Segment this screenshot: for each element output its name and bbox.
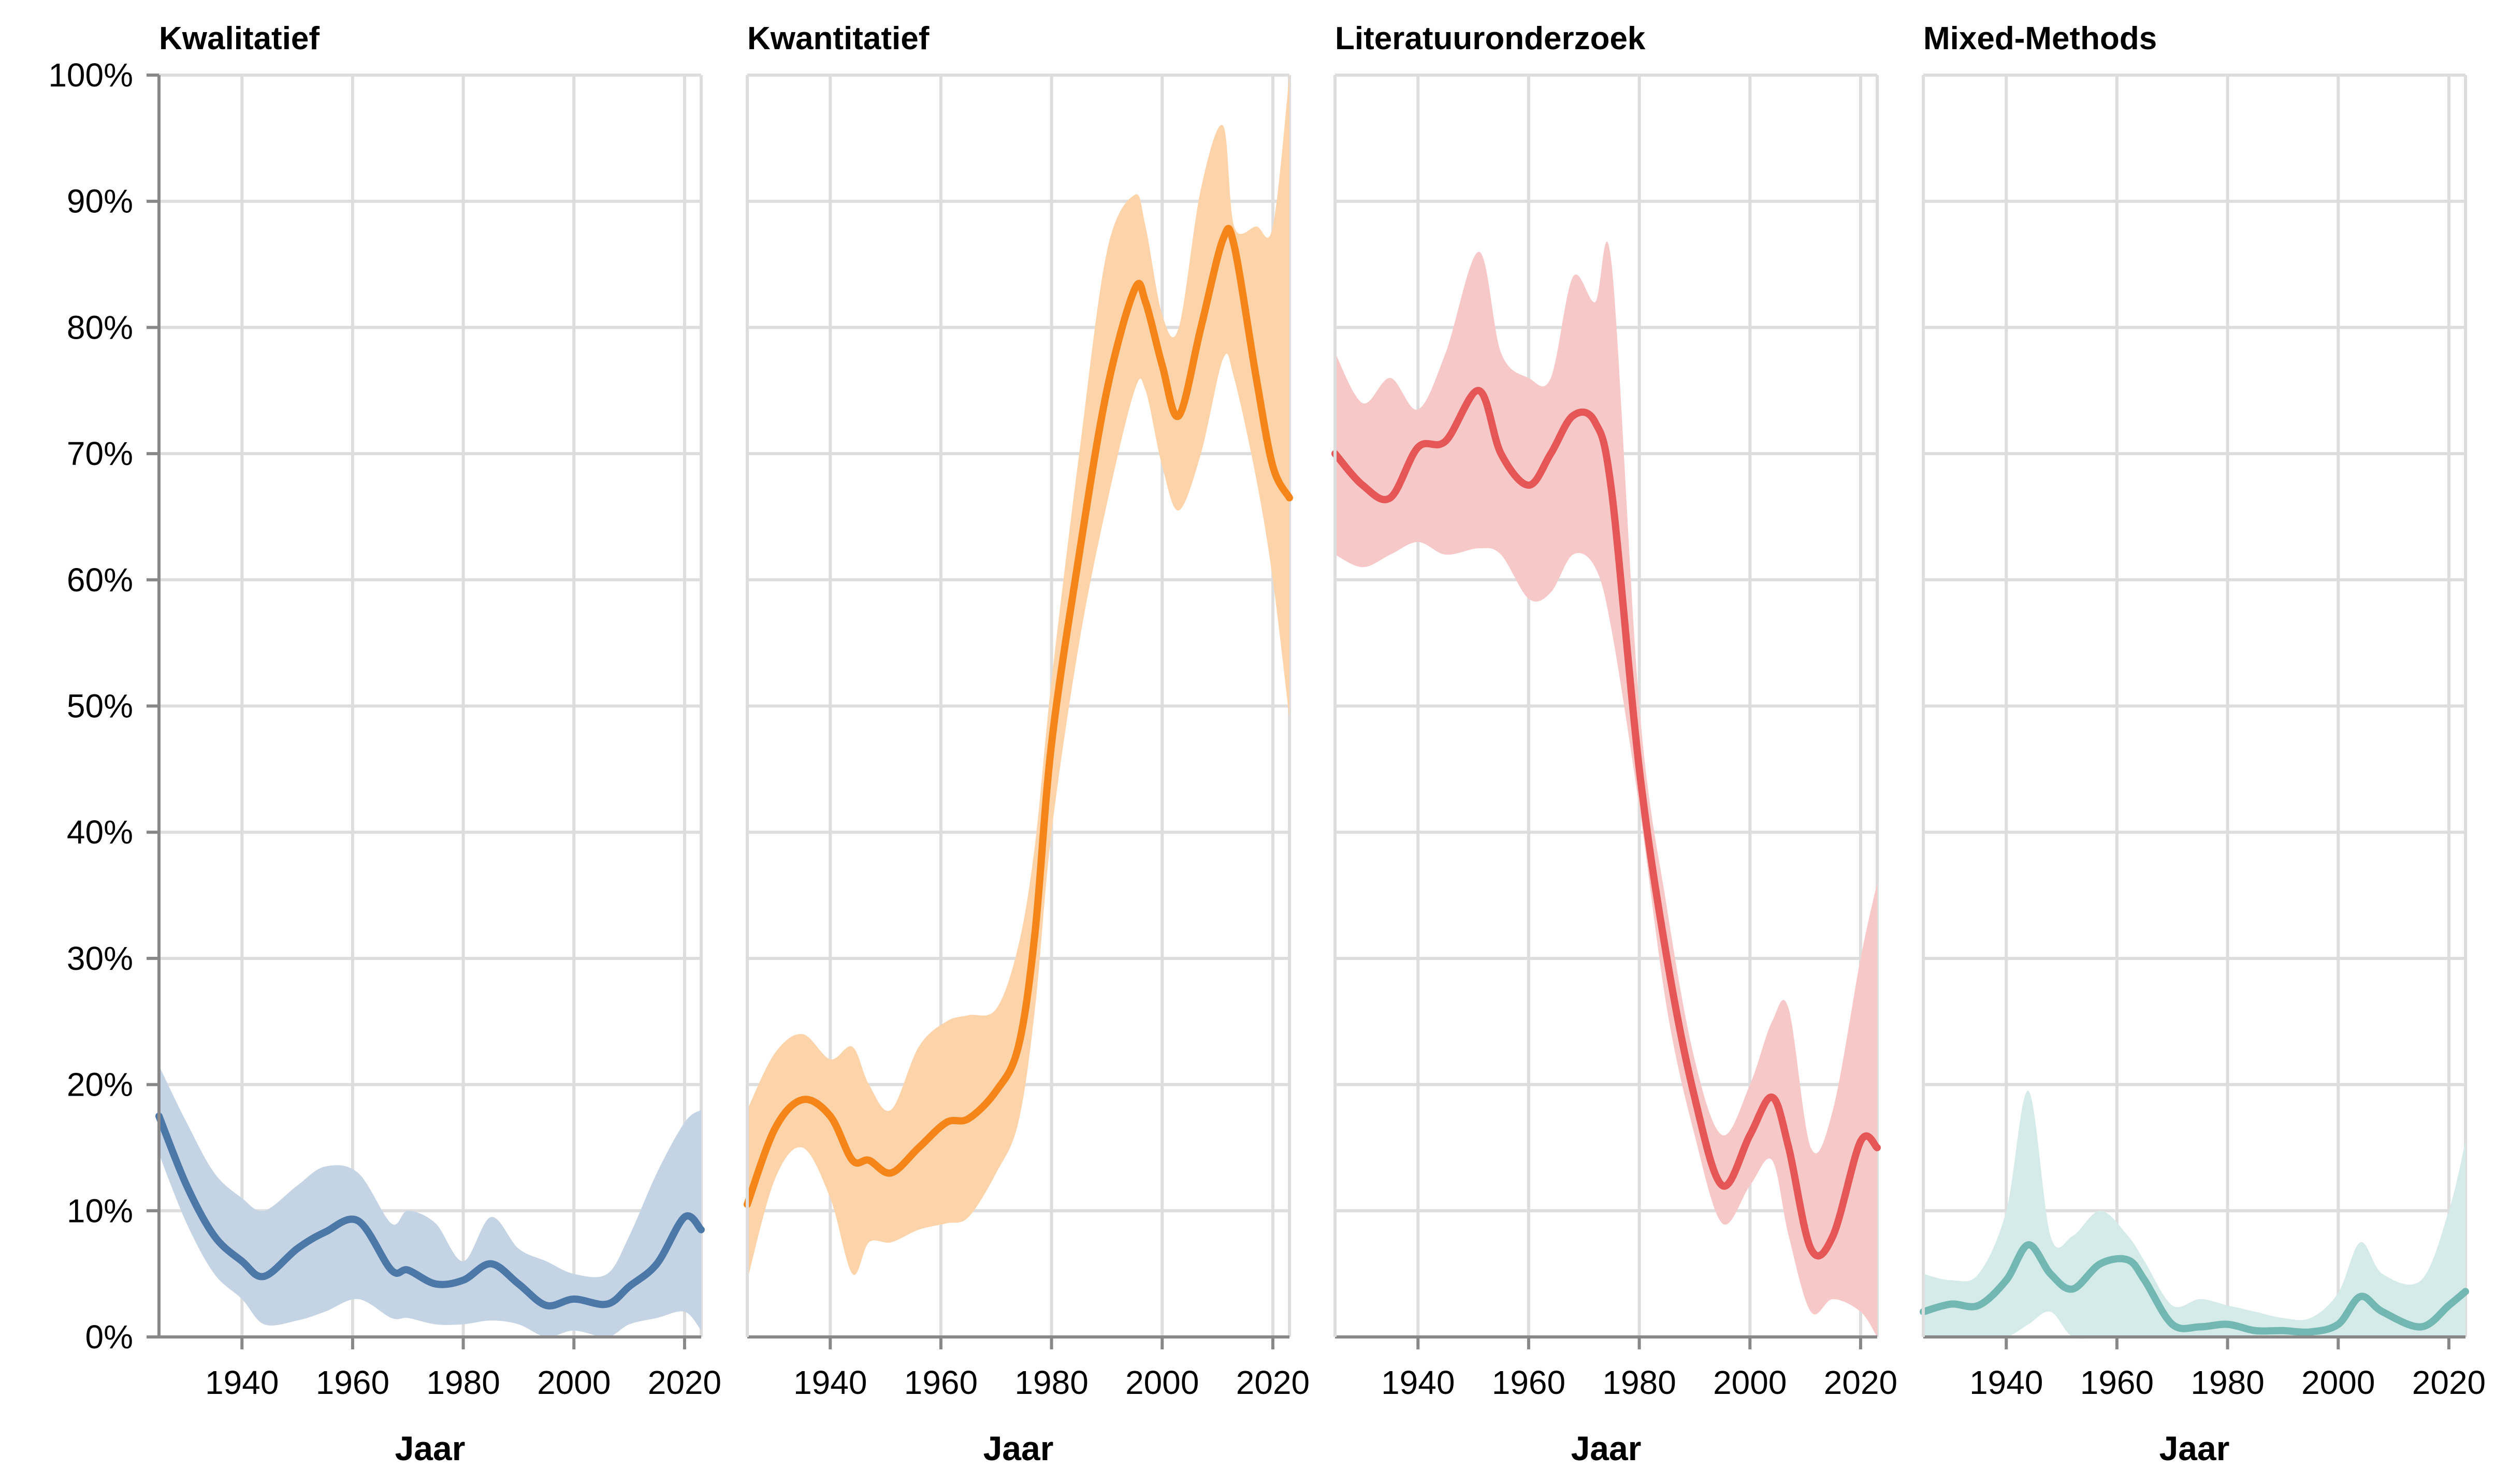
x-tick-label: 2020 (1824, 1364, 1897, 1401)
series-line (155, 1112, 705, 1310)
y-tick-label: 80% (67, 309, 133, 346)
panel-title: Kwalitatief (159, 21, 320, 56)
x-tick-label: 1940 (1381, 1364, 1455, 1401)
panel-literatuuronderzoek: 1940 1960 1980 2000 2020 Jaar Literatuuronderz… (1331, 21, 1897, 1467)
x-tick-label: 1980 (1014, 1364, 1088, 1401)
y-tick-label: 70% (67, 435, 133, 472)
confidence-band (1335, 241, 1877, 1337)
x-axis-title: Jaar (395, 1429, 466, 1467)
confidence-band (1923, 1090, 2465, 1339)
x-tick-label: 1960 (2080, 1364, 2154, 1401)
y-tick-label: 40% (67, 813, 133, 851)
confidence-band (159, 1066, 701, 1337)
y-tick-label: 60% (67, 561, 133, 599)
panel-kwalitatief: 1940 1960 1980 2000 2020 Jaar Kwalitatief 0% 10%… (48, 21, 721, 1467)
x-tick-label: 1960 (316, 1364, 389, 1401)
series-line (1920, 1241, 2469, 1336)
x-tick-label: 2020 (2412, 1364, 2486, 1401)
panel-title: Kwantitatief (747, 21, 930, 56)
panel-title: Literatuuronderzoek (1335, 21, 1646, 56)
x-tick-label: 1940 (1969, 1364, 2043, 1401)
y-tick-label: 100% (48, 56, 133, 94)
panel-mixed-methods: 1940 1960 1980 2000 2020 Jaar Mixed-Methods (1920, 21, 2486, 1467)
y-tick-label: 30% (67, 940, 133, 977)
x-axis-title: Jaar (983, 1429, 1054, 1467)
x-tick-label: 2000 (2301, 1364, 2375, 1401)
x-tick-label: 2000 (1125, 1364, 1199, 1401)
x-tick-label: 2020 (648, 1364, 721, 1401)
x-tick-label: 1940 (793, 1364, 867, 1401)
x-tick-label: 1960 (1492, 1364, 1565, 1401)
series-line (1331, 387, 1881, 1260)
y-tick-label: 50% (67, 688, 133, 725)
panel-title: Mixed-Methods (1923, 21, 2157, 56)
x-tick-label: 1960 (904, 1364, 978, 1401)
x-tick-label: 2000 (1713, 1364, 1787, 1401)
panel-kwantitatief: 1940 1960 1980 2000 2020 Jaar Kwantitatief (744, 21, 1310, 1467)
series-line (744, 225, 1293, 1209)
y-tick-label: 10% (67, 1192, 133, 1229)
confidence-band (747, 75, 1289, 1281)
x-tick-label: 1980 (426, 1364, 500, 1401)
x-tick-label: 1940 (205, 1364, 279, 1401)
y-tick-label: 90% (67, 183, 133, 220)
x-tick-label: 1980 (1602, 1364, 1676, 1401)
x-tick-label: 1980 (2190, 1364, 2264, 1401)
x-tick-label: 2000 (537, 1364, 611, 1401)
x-axis-title: Jaar (1571, 1429, 1642, 1467)
y-tick-label: 20% (67, 1066, 133, 1103)
y-tick-label: 0% (85, 1318, 134, 1356)
x-tick-label: 2020 (1236, 1364, 1310, 1401)
x-axis-title: Jaar (2159, 1429, 2230, 1467)
